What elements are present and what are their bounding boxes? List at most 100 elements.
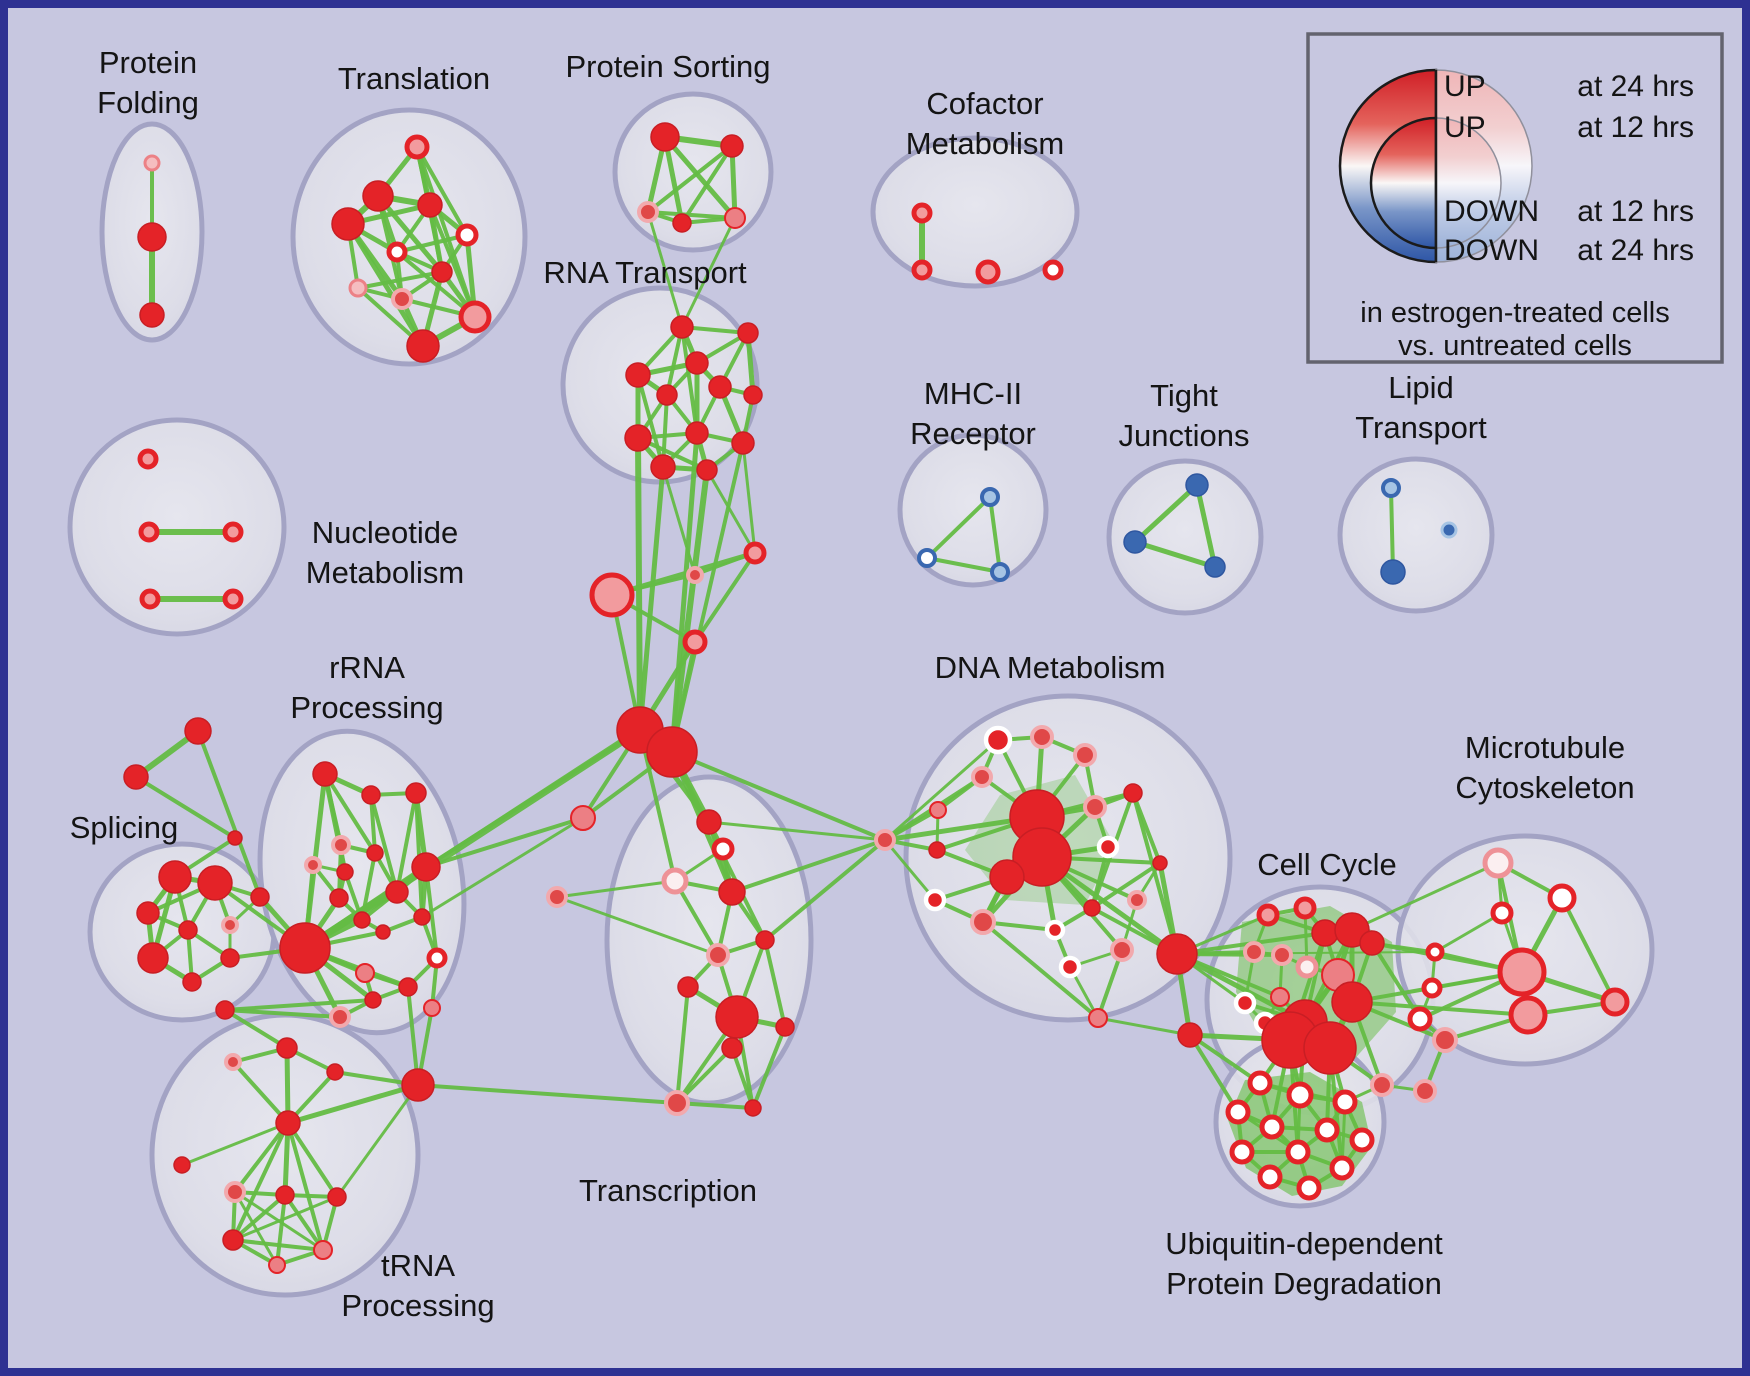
node-r10[interactable]: [353, 911, 371, 929]
node-tc5[interactable]: [570, 805, 596, 831]
node-s5[interactable]: [137, 942, 169, 974]
node-t6[interactable]: [431, 261, 453, 283]
node-d2[interactable]: [1073, 743, 1097, 767]
node-rt2[interactable]: [685, 351, 709, 375]
node-cy15[interactable]: [1303, 1021, 1357, 1075]
node-cy10[interactable]: [1270, 987, 1290, 1007]
node-cy2[interactable]: [1243, 941, 1265, 963]
node-cy0[interactable]: [1256, 903, 1280, 927]
node-bg2[interactable]: [1177, 1022, 1203, 1048]
node-ps4[interactable]: [724, 207, 746, 229]
node-tc4[interactable]: [546, 886, 568, 908]
node-u10[interactable]: [1257, 1164, 1283, 1190]
node-u6[interactable]: [1349, 1127, 1375, 1153]
node-d24[interactable]: [1152, 855, 1168, 871]
node-m2[interactable]: [990, 562, 1010, 582]
node-rt9[interactable]: [731, 431, 755, 455]
node-l1[interactable]: [1440, 521, 1458, 539]
node-r19[interactable]: [329, 1006, 351, 1028]
node-tn9[interactable]: [222, 1229, 244, 1251]
node-mt7[interactable]: [1600, 987, 1630, 1017]
node-d22[interactable]: [1058, 955, 1082, 979]
node-cy16[interactable]: [1370, 1073, 1394, 1097]
node-u9[interactable]: [1329, 1155, 1355, 1181]
node-tc2[interactable]: [661, 867, 689, 895]
node-rt0[interactable]: [670, 315, 694, 339]
node-dc[interactable]: [874, 829, 896, 851]
node-s0[interactable]: [158, 860, 192, 894]
node-r9[interactable]: [329, 888, 349, 908]
node-d4[interactable]: [929, 801, 947, 819]
node-u0[interactable]: [1247, 1070, 1273, 1096]
node-pf1[interactable]: [137, 222, 167, 252]
node-t7[interactable]: [348, 278, 368, 298]
node-tn6[interactable]: [224, 1181, 246, 1203]
node-t2[interactable]: [417, 192, 443, 218]
node-cy4[interactable]: [1295, 955, 1319, 979]
node-mt3[interactable]: [1497, 947, 1547, 997]
node-t4[interactable]: [455, 223, 479, 247]
node-tc12[interactable]: [664, 1090, 690, 1116]
node-d12[interactable]: [970, 909, 996, 935]
node-rt1[interactable]: [737, 322, 759, 344]
node-u8[interactable]: [1285, 1139, 1311, 1165]
node-tn7[interactable]: [275, 1185, 295, 1205]
node-r4[interactable]: [304, 856, 322, 874]
node-tc13[interactable]: [744, 1099, 762, 1117]
node-tj0[interactable]: [1185, 473, 1209, 497]
node-d7[interactable]: [989, 859, 1025, 895]
node-t3[interactable]: [331, 207, 365, 241]
node-tc1[interactable]: [711, 837, 735, 861]
node-r13[interactable]: [413, 908, 431, 926]
node-u11[interactable]: [1296, 1175, 1322, 1201]
node-cc2[interactable]: [589, 572, 635, 618]
node-c1[interactable]: [911, 259, 933, 281]
node-s6[interactable]: [220, 948, 240, 968]
node-d8[interactable]: [1083, 795, 1107, 819]
node-s2[interactable]: [136, 901, 160, 925]
node-s8[interactable]: [250, 887, 270, 907]
node-l0[interactable]: [1381, 478, 1401, 498]
node-u4[interactable]: [1259, 1114, 1285, 1140]
node-o0[interactable]: [184, 717, 212, 745]
node-d0[interactable]: [983, 725, 1013, 755]
node-rt10[interactable]: [650, 454, 676, 480]
node-tc7[interactable]: [677, 976, 699, 998]
node-tn4[interactable]: [275, 1110, 301, 1136]
node-n3[interactable]: [139, 588, 161, 610]
node-pf2[interactable]: [139, 302, 165, 328]
node-tj1[interactable]: [1123, 530, 1147, 554]
node-d6[interactable]: [1012, 827, 1072, 887]
node-r11[interactable]: [375, 924, 391, 940]
node-m0[interactable]: [980, 487, 1000, 507]
node-cy17[interactable]: [1407, 1006, 1433, 1032]
node-tn10[interactable]: [313, 1240, 333, 1260]
node-rt8[interactable]: [685, 421, 709, 445]
node-tc6[interactable]: [706, 943, 730, 967]
node-s1[interactable]: [197, 865, 233, 901]
node-tc9[interactable]: [715, 995, 759, 1039]
node-r17[interactable]: [364, 991, 382, 1009]
node-s7[interactable]: [182, 972, 202, 992]
node-c0[interactable]: [911, 202, 933, 224]
node-r12[interactable]: [279, 922, 331, 974]
node-n1[interactable]: [138, 521, 160, 543]
node-x0[interactable]: [401, 1068, 435, 1102]
node-mt6[interactable]: [1508, 995, 1548, 1035]
node-d10[interactable]: [928, 841, 946, 859]
node-ps3[interactable]: [672, 213, 692, 233]
node-rt5[interactable]: [656, 384, 678, 406]
node-tn3[interactable]: [326, 1063, 344, 1081]
node-h1[interactable]: [646, 726, 698, 778]
node-c3[interactable]: [1042, 259, 1064, 281]
node-m1[interactable]: [917, 548, 937, 568]
node-d21[interactable]: [1110, 938, 1134, 962]
node-u1[interactable]: [1286, 1081, 1314, 1109]
node-mt2[interactable]: [1490, 901, 1514, 925]
node-u2[interactable]: [1332, 1089, 1358, 1115]
node-n2[interactable]: [222, 521, 244, 543]
node-tc0[interactable]: [696, 809, 722, 835]
node-tc10[interactable]: [775, 1017, 795, 1037]
node-d14[interactable]: [1083, 899, 1101, 917]
node-tn2[interactable]: [276, 1037, 298, 1059]
